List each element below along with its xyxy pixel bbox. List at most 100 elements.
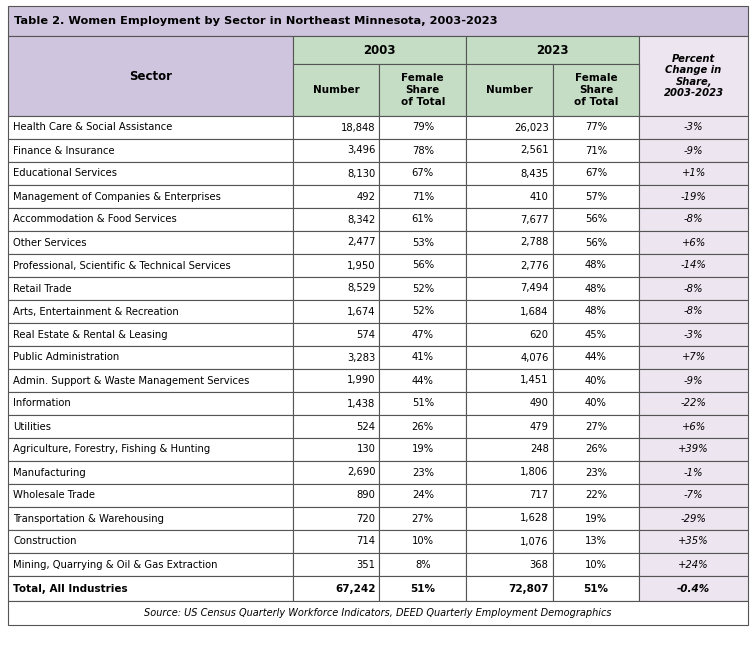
- Bar: [640, 254, 748, 277]
- Text: +39%: +39%: [678, 444, 709, 455]
- Bar: [553, 254, 640, 277]
- Bar: [553, 116, 640, 139]
- Bar: [553, 507, 640, 530]
- Bar: [8, 507, 293, 530]
- Bar: [8, 484, 293, 507]
- Text: 44%: 44%: [412, 375, 434, 386]
- Bar: [466, 392, 553, 415]
- Text: 45%: 45%: [585, 330, 607, 339]
- Text: 10%: 10%: [585, 559, 607, 570]
- Text: Information: Information: [13, 399, 71, 408]
- Text: 18,848: 18,848: [341, 123, 376, 132]
- Bar: [8, 254, 293, 277]
- Bar: [293, 254, 380, 277]
- Text: 56%: 56%: [412, 261, 434, 270]
- Bar: [553, 231, 640, 254]
- Bar: [380, 553, 466, 576]
- Bar: [640, 346, 748, 369]
- Bar: [293, 300, 380, 323]
- Text: 19%: 19%: [412, 444, 434, 455]
- Text: 13%: 13%: [585, 537, 607, 546]
- Text: Sector: Sector: [129, 70, 172, 83]
- Text: 56%: 56%: [585, 215, 607, 224]
- Text: 26%: 26%: [585, 444, 607, 455]
- Text: +7%: +7%: [681, 353, 706, 362]
- Text: Professional, Scientific & Technical Services: Professional, Scientific & Technical Ser…: [13, 261, 231, 270]
- Bar: [553, 415, 640, 438]
- Text: 44%: 44%: [585, 353, 607, 362]
- Bar: [466, 185, 553, 208]
- Bar: [8, 277, 293, 300]
- Bar: [380, 530, 466, 553]
- Text: 4,076: 4,076: [520, 353, 549, 362]
- Text: 1,806: 1,806: [520, 468, 549, 477]
- Bar: [553, 530, 640, 553]
- Text: 26,023: 26,023: [514, 123, 549, 132]
- Text: 72,807: 72,807: [508, 584, 549, 593]
- Text: 8,435: 8,435: [520, 168, 549, 179]
- Bar: [553, 392, 640, 415]
- Text: 7,677: 7,677: [520, 215, 549, 224]
- Text: 490: 490: [530, 399, 549, 408]
- Text: 24%: 24%: [412, 490, 434, 501]
- Bar: [553, 576, 640, 601]
- Bar: [466, 323, 553, 346]
- Text: 890: 890: [357, 490, 376, 501]
- Text: 79%: 79%: [412, 123, 434, 132]
- Bar: [8, 392, 293, 415]
- Bar: [466, 507, 553, 530]
- Bar: [466, 254, 553, 277]
- Bar: [553, 553, 640, 576]
- Bar: [640, 36, 748, 116]
- Bar: [466, 116, 553, 139]
- Bar: [8, 461, 293, 484]
- Bar: [466, 576, 553, 601]
- Bar: [293, 116, 380, 139]
- Bar: [466, 346, 553, 369]
- Bar: [380, 208, 466, 231]
- Bar: [640, 231, 748, 254]
- Bar: [380, 369, 466, 392]
- Bar: [8, 415, 293, 438]
- Bar: [466, 553, 553, 576]
- Bar: [553, 277, 640, 300]
- Text: 52%: 52%: [412, 306, 434, 317]
- Text: 620: 620: [530, 330, 549, 339]
- Text: +35%: +35%: [678, 537, 709, 546]
- Bar: [293, 139, 380, 162]
- Bar: [293, 64, 380, 116]
- Text: 77%: 77%: [585, 123, 607, 132]
- Text: 47%: 47%: [412, 330, 434, 339]
- Bar: [380, 116, 466, 139]
- Text: Retail Trade: Retail Trade: [13, 284, 72, 293]
- Bar: [380, 139, 466, 162]
- Text: 524: 524: [357, 421, 376, 432]
- Bar: [466, 530, 553, 553]
- Bar: [8, 36, 293, 116]
- Bar: [640, 553, 748, 576]
- Bar: [640, 369, 748, 392]
- Bar: [380, 461, 466, 484]
- Bar: [466, 162, 553, 185]
- Text: Agriculture, Forestry, Fishing & Hunting: Agriculture, Forestry, Fishing & Hunting: [13, 444, 210, 455]
- Text: 61%: 61%: [412, 215, 434, 224]
- Text: Utilities: Utilities: [13, 421, 51, 432]
- Bar: [553, 369, 640, 392]
- Bar: [466, 231, 553, 254]
- Text: Admin. Support & Waste Management Services: Admin. Support & Waste Management Servic…: [13, 375, 249, 386]
- Bar: [553, 139, 640, 162]
- Text: 71%: 71%: [412, 192, 434, 201]
- Bar: [640, 415, 748, 438]
- Bar: [466, 415, 553, 438]
- Bar: [466, 64, 553, 116]
- Bar: [8, 231, 293, 254]
- Bar: [466, 277, 553, 300]
- Text: 8,342: 8,342: [347, 215, 376, 224]
- Text: Manufacturing: Manufacturing: [13, 468, 85, 477]
- Text: 479: 479: [530, 421, 549, 432]
- Bar: [640, 208, 748, 231]
- Bar: [380, 254, 466, 277]
- Bar: [8, 139, 293, 162]
- Bar: [553, 208, 640, 231]
- Text: 3,496: 3,496: [347, 146, 376, 155]
